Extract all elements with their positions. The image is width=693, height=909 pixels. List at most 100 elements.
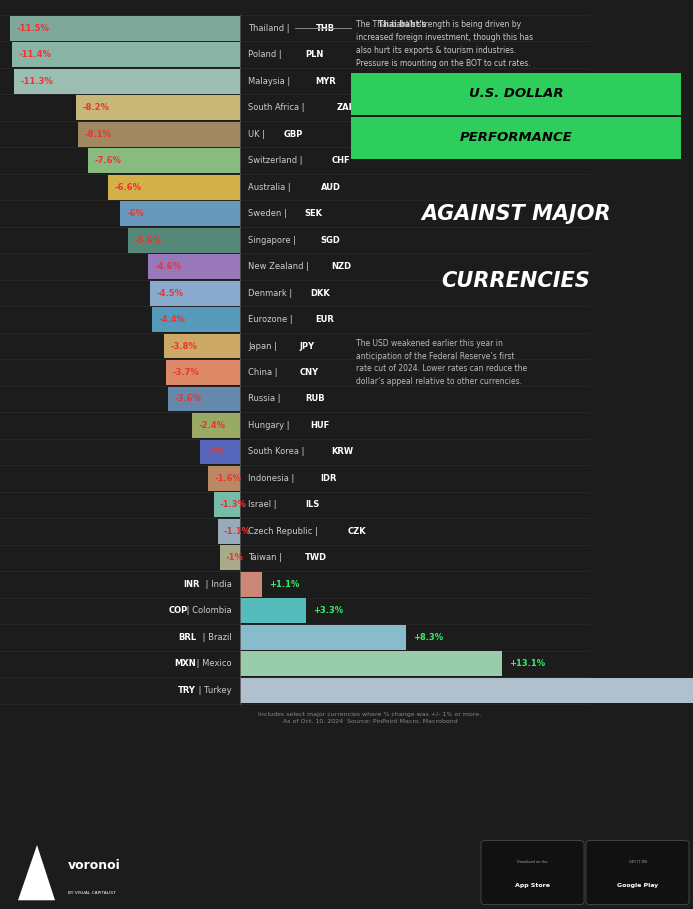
Text: NZD: NZD — [331, 262, 351, 271]
Text: Russia |: Russia | — [248, 395, 283, 404]
Bar — [150, 281, 240, 305]
Bar — [120, 201, 240, 226]
FancyBboxPatch shape — [481, 841, 584, 904]
Text: -4.6%: -4.6% — [154, 262, 181, 271]
Bar — [78, 122, 240, 146]
Text: -1%: -1% — [226, 554, 244, 563]
Text: INR: INR — [184, 580, 200, 589]
Text: App Store: App Store — [515, 883, 550, 887]
Text: -5.6%: -5.6% — [134, 235, 161, 245]
Text: Google Play: Google Play — [617, 883, 658, 887]
Text: CHF: CHF — [331, 156, 350, 165]
Text: CURRENCIES: CURRENCIES — [441, 271, 590, 291]
Text: -1.6%: -1.6% — [214, 474, 241, 483]
Text: U.S. DOLLAR: U.S. DOLLAR — [468, 87, 563, 100]
Text: TRY: TRY — [178, 685, 196, 694]
Text: South Korea |: South Korea | — [248, 447, 307, 456]
Bar — [88, 148, 240, 173]
Text: Japan |: Japan | — [248, 342, 279, 351]
Text: Thai baht's: Thai baht's — [378, 20, 426, 29]
Text: -8.2%: -8.2% — [82, 104, 109, 112]
Text: CNY: CNY — [299, 368, 319, 377]
Text: GET IT ON: GET IT ON — [629, 860, 647, 864]
Text: +13.1%: +13.1% — [509, 659, 545, 668]
Text: Indonesia |: Indonesia | — [248, 474, 297, 483]
Bar — [164, 334, 240, 358]
Bar — [192, 413, 240, 438]
Text: +8.3%: +8.3% — [413, 633, 443, 642]
Text: Czech Republic |: Czech Republic | — [248, 527, 320, 536]
Text: | Mexico: | Mexico — [194, 659, 232, 668]
Text: -2.4%: -2.4% — [198, 421, 225, 430]
Bar — [214, 493, 240, 517]
Polygon shape — [18, 845, 55, 900]
Text: -3.7%: -3.7% — [172, 368, 199, 377]
Text: MXN: MXN — [174, 659, 196, 668]
Text: The Thai baht's strength is being driven by
increased foreign investment, though: The Thai baht's strength is being driven… — [356, 20, 533, 67]
Text: South Africa |: South Africa | — [248, 104, 307, 112]
Text: DKK: DKK — [310, 288, 330, 297]
Text: -11.5%: -11.5% — [16, 24, 49, 33]
Text: Denmark |: Denmark | — [248, 288, 295, 297]
Text: -6.6%: -6.6% — [114, 183, 141, 192]
Text: Download on the: Download on the — [517, 860, 547, 864]
Text: AUD: AUD — [321, 183, 341, 192]
Text: SGD: SGD — [321, 235, 340, 245]
Text: JPY: JPY — [299, 342, 315, 351]
Text: Hungary |: Hungary | — [248, 421, 292, 430]
Text: Includes select major currencies where % change was +/- 1% or more.
As of Oct. 1: Includes select major currencies where %… — [258, 712, 482, 724]
Bar — [200, 440, 240, 464]
Text: China |: China | — [248, 368, 280, 377]
Text: -1.3%: -1.3% — [220, 501, 247, 509]
Text: -3.6%: -3.6% — [174, 395, 201, 404]
Text: COP: COP — [169, 606, 188, 615]
Text: KRW: KRW — [331, 447, 353, 456]
Text: Switzerland |: Switzerland | — [248, 156, 305, 165]
Bar — [10, 15, 240, 41]
Text: HUF: HUF — [310, 421, 329, 430]
Text: -11.3%: -11.3% — [20, 76, 53, 85]
Text: -6%: -6% — [126, 209, 144, 218]
Text: New Zealand |: New Zealand | — [248, 262, 312, 271]
Text: | Colombia: | Colombia — [184, 606, 232, 615]
Text: AGAINST MAJOR: AGAINST MAJOR — [421, 204, 611, 224]
Text: IDR: IDR — [321, 474, 337, 483]
Text: Australia |: Australia | — [248, 183, 293, 192]
Bar — [168, 386, 240, 412]
Bar — [152, 307, 240, 332]
Text: +1.1%: +1.1% — [269, 580, 299, 589]
Bar — [148, 255, 240, 279]
Bar — [220, 545, 240, 570]
Bar — [240, 678, 693, 703]
Text: -1.1%: -1.1% — [224, 527, 251, 536]
Text: PERFORMANCE: PERFORMANCE — [459, 132, 572, 145]
Bar — [240, 624, 406, 650]
Text: +3.3%: +3.3% — [313, 606, 343, 615]
Text: Poland |: Poland | — [248, 50, 284, 59]
Text: ZAR: ZAR — [337, 104, 356, 112]
FancyBboxPatch shape — [586, 841, 689, 904]
Bar — [240, 572, 262, 597]
Text: TWD: TWD — [305, 554, 327, 563]
Bar — [240, 652, 502, 676]
Text: -4.4%: -4.4% — [158, 315, 185, 324]
Text: Thailand |: Thailand | — [248, 24, 292, 33]
Text: Taiwan |: Taiwan | — [248, 554, 285, 563]
Text: | Turkey: | Turkey — [196, 685, 232, 694]
Text: Israel |: Israel | — [248, 501, 279, 509]
Text: -8.1%: -8.1% — [84, 130, 111, 139]
Bar — [208, 466, 240, 491]
Bar — [108, 175, 240, 200]
Text: RUB: RUB — [305, 395, 324, 404]
Bar — [240, 598, 306, 624]
Text: Eurozone |: Eurozone | — [248, 315, 295, 324]
Text: SEK: SEK — [305, 209, 323, 218]
Text: THB: THB — [315, 24, 335, 33]
Text: voronoi: voronoi — [68, 859, 121, 872]
Text: -11.4%: -11.4% — [18, 50, 51, 59]
Text: EUR: EUR — [315, 315, 334, 324]
Text: ILS: ILS — [305, 501, 319, 509]
Text: MYR: MYR — [315, 76, 336, 85]
Text: -2%: -2% — [206, 447, 224, 456]
Bar — [166, 360, 240, 385]
